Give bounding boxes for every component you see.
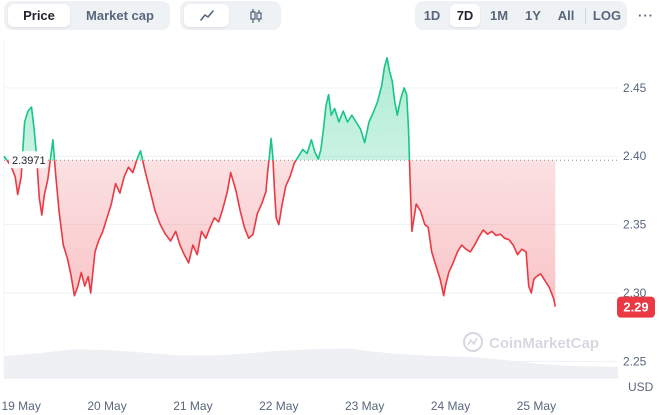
candlestick-chart-button[interactable]: [233, 4, 278, 27]
x-tick-label: 23 May: [345, 399, 384, 413]
x-tick-label: 21 May: [173, 399, 212, 413]
current-price-value: 2.29: [623, 300, 648, 315]
more-options-button[interactable]: ···: [638, 8, 654, 23]
y-tick-label: 2.35: [623, 218, 647, 232]
y-tick-label: 2.25: [623, 354, 647, 368]
x-tick-label: 22 May: [259, 399, 298, 413]
metric-toggle-group: Price Market cap: [4, 1, 170, 30]
x-tick-label: 25 May: [517, 399, 556, 413]
tab-price[interactable]: Price: [8, 4, 70, 27]
baseline-value: 2.3971: [12, 155, 46, 167]
log-scale-toggle[interactable]: LOG: [592, 8, 622, 23]
watermark-text: CoinMarketCap: [489, 335, 599, 352]
price-line-down: [5, 160, 557, 307]
range-1d[interactable]: 1D: [423, 8, 441, 23]
x-tick-label: 24 May: [431, 399, 470, 413]
chart-style-toggle-group: [180, 1, 281, 30]
range-1y[interactable]: 1Y: [525, 8, 541, 23]
volume-area: [4, 348, 618, 378]
toolbar-divider: [585, 8, 586, 24]
price-line-up: [3, 57, 411, 161]
range-all[interactable]: All: [557, 8, 575, 23]
area-below-baseline: [4, 160, 556, 307]
range-1m[interactable]: 1M: [489, 8, 509, 23]
x-tick-label: 20 May: [87, 399, 126, 413]
range-7d[interactable]: 7D: [450, 4, 480, 27]
watermark: CoinMarketCap: [463, 332, 599, 352]
y-unit-label: USD: [628, 380, 654, 394]
chart-toolbar: Price Market cap 1D 7D 1M 1Y All LOG ···: [0, 0, 659, 36]
area-above-baseline: [4, 57, 410, 161]
candlestick-chart-icon: [249, 8, 262, 23]
coinmarketcap-logo-icon: [463, 332, 483, 352]
line-chart-icon: [199, 9, 214, 21]
y-tick-label: 2.40: [623, 149, 647, 163]
range-toggle-group: 1D 7D 1M 1Y All LOG: [415, 1, 627, 30]
line-chart-button[interactable]: [184, 4, 229, 27]
y-tick-label: 2.45: [623, 81, 647, 95]
current-price-badge: 2.29: [617, 296, 655, 318]
x-tick-label: 19 May: [1, 399, 40, 413]
y-tick-label: 2.30: [623, 286, 647, 300]
tab-market-cap[interactable]: Market cap: [86, 8, 154, 23]
baseline-label: 2.3971: [9, 151, 47, 169]
